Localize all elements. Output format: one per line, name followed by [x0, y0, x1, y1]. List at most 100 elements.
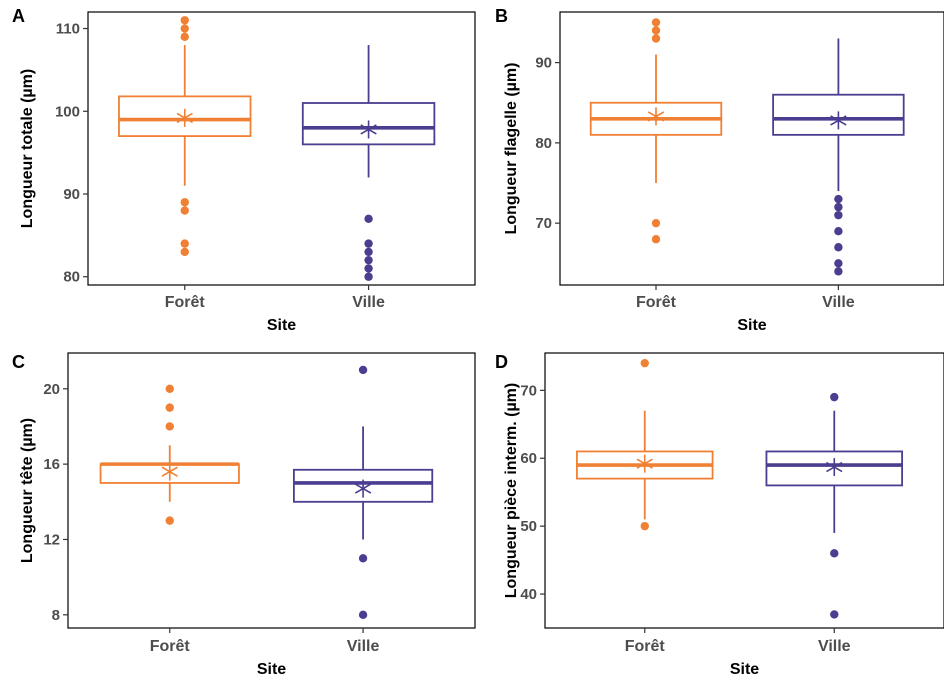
outlier-point: [834, 210, 843, 220]
outlier-point: [165, 422, 174, 431]
y-tick-label: 16: [43, 456, 60, 473]
y-axis-title: Longueur flagelle (µm): [503, 63, 520, 235]
panel-frame: [559, 11, 944, 286]
outlier-point: [651, 235, 661, 244]
outlier-point: [834, 194, 843, 204]
outlier-point: [651, 34, 661, 43]
outlier-point: [358, 365, 368, 375]
x-tick-label: Ville: [818, 638, 851, 655]
outlier-point: [640, 521, 649, 531]
panel-frame: [87, 11, 476, 286]
panel-letter: B: [495, 6, 508, 26]
outlier-point: [180, 16, 189, 25]
mean-marker: [830, 111, 847, 130]
mean-marker: [636, 454, 653, 473]
panel-frame: [544, 352, 944, 629]
mean-stroke: [826, 461, 843, 473]
y-tick-label: 12: [43, 531, 60, 548]
outlier-point: [640, 358, 649, 368]
panel-b: B 70 80 90 Forêt Ville Site Longueur flagelle (…: [495, 6, 944, 334]
outlier-point: [834, 227, 843, 236]
outlier-point: [834, 202, 843, 212]
x-tick-label: Ville: [352, 294, 385, 311]
panel-a: A 80 90 100 110 Forêt Ville Site Longueur totale…: [12, 6, 476, 334]
outlier-point: [364, 247, 373, 257]
panel-letter: C: [12, 352, 25, 372]
mean-marker: [161, 462, 178, 481]
outlier-point: [364, 255, 373, 265]
y-tick-label: 110: [56, 21, 80, 38]
outlier-point: [364, 264, 373, 273]
y-tick-label: 60: [520, 450, 537, 467]
outlier-point: [651, 26, 661, 35]
outlier-point: [180, 247, 189, 257]
y-tick-label: 80: [63, 269, 80, 286]
x-tick-label: Forêt: [625, 638, 666, 655]
box-fort: [99, 384, 240, 525]
box-ville: [292, 365, 434, 620]
x-axis-title: Site: [737, 317, 766, 334]
box-fort: [589, 18, 723, 244]
y-tick-label: 50: [520, 518, 537, 535]
panel-c: C 8 12 16 20 Forêt Ville Site Longueur tête (µm): [12, 352, 476, 677]
y-tick-label: 90: [63, 186, 80, 203]
x-tick-label: Ville: [822, 294, 855, 311]
outlier-point: [830, 610, 839, 619]
box-ville: [772, 38, 905, 276]
x-axis-title: Site: [267, 317, 296, 334]
outlier-point: [180, 24, 189, 33]
outlier-point: [651, 218, 661, 228]
y-tick-label: 40: [520, 586, 537, 603]
y-axis-title: Longueur totale (µm): [19, 69, 36, 228]
mean-stroke: [360, 124, 377, 135]
outlier-point: [651, 18, 661, 27]
panel-frame: [67, 352, 476, 629]
box-ville: [301, 45, 436, 281]
mean-stroke: [354, 483, 372, 494]
outlier-point: [358, 610, 368, 620]
y-tick-label: 70: [535, 215, 552, 232]
outlier-point: [180, 198, 189, 207]
outlier-point: [834, 243, 843, 252]
box-fort: [118, 16, 252, 257]
outlier-point: [165, 384, 174, 393]
mean-marker: [826, 458, 843, 477]
outlier-point: [180, 206, 189, 215]
outlier-point: [180, 239, 189, 248]
x-axis-title: Site: [730, 661, 759, 677]
panel-d: D 40 50 60 70 Forêt Ville Site Longueur pièce in…: [495, 352, 944, 677]
y-tick-label: 100: [55, 103, 80, 120]
outlier-point: [364, 239, 373, 248]
box-ville: [765, 392, 904, 619]
panel-letter: D: [495, 352, 508, 372]
outlier-point: [180, 32, 189, 42]
panel-letter: A: [12, 6, 25, 26]
y-axis-title: Longueur pièce interm. (µm): [503, 383, 520, 598]
y-tick-label: 20: [43, 381, 60, 398]
x-tick-label: Forêt: [165, 294, 206, 311]
x-tick-label: Ville: [347, 638, 380, 655]
mean-stroke: [176, 112, 193, 124]
outlier-point: [834, 267, 843, 276]
outlier-point: [358, 554, 368, 563]
mean-marker: [647, 107, 665, 126]
outlier-point: [830, 392, 839, 402]
y-tick-label: 8: [52, 607, 60, 624]
box-fort: [576, 358, 714, 531]
y-axis-title: Longueur tête (µm): [19, 418, 36, 563]
outlier-point: [834, 259, 843, 268]
mean-marker: [354, 479, 372, 498]
mean-stroke: [647, 111, 665, 122]
x-tick-label: Forêt: [636, 294, 677, 311]
x-tick-label: Forêt: [150, 638, 191, 655]
mean-stroke: [161, 466, 178, 477]
mean-marker: [176, 108, 193, 127]
outlier-point: [830, 549, 839, 558]
x-axis-title: Site: [257, 661, 286, 677]
mean-marker: [360, 120, 377, 139]
mean-stroke: [830, 115, 847, 126]
y-tick-label: 70: [520, 382, 537, 399]
outlier-point: [165, 516, 174, 525]
outlier-point: [364, 214, 373, 224]
